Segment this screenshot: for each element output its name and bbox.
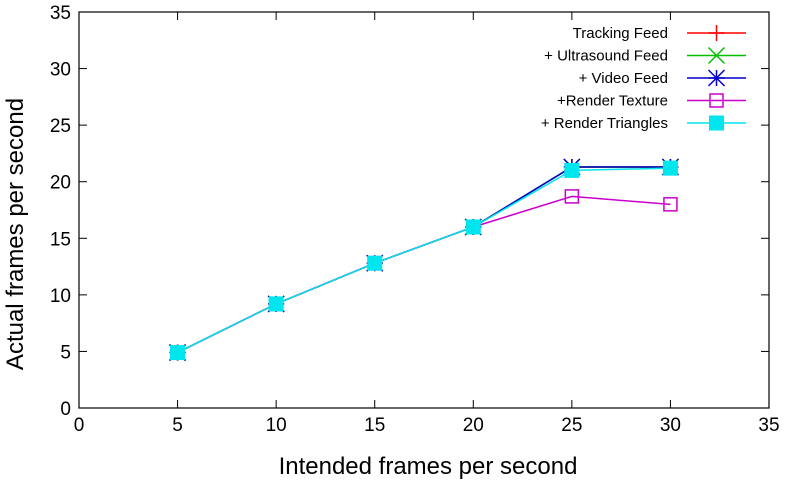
plus-marker bbox=[708, 25, 725, 41]
y-tick-label: 0 bbox=[60, 399, 71, 420]
series-video-feed bbox=[169, 158, 679, 362]
series-layer bbox=[169, 158, 679, 362]
plot-border bbox=[78, 11, 770, 409]
x-tick-label: 30 bbox=[660, 415, 681, 436]
plot-frame bbox=[78, 11, 770, 409]
y-tick-label: 5 bbox=[60, 342, 71, 363]
series-line bbox=[177, 195, 671, 354]
filled-square-marker bbox=[268, 296, 284, 312]
y-tick-label: 10 bbox=[50, 286, 71, 307]
legend-label: +Render Texture bbox=[557, 93, 668, 110]
filled-square-marker bbox=[367, 255, 383, 271]
series-line bbox=[177, 167, 671, 354]
x-tick-label: 15 bbox=[364, 415, 385, 436]
series-line bbox=[177, 166, 671, 354]
x-marker bbox=[707, 46, 726, 65]
open-square-marker bbox=[564, 189, 580, 204]
y-tick-label: 15 bbox=[50, 229, 71, 250]
y-axis-title: Actual frames per second bbox=[2, 98, 29, 370]
filled-square-marker bbox=[465, 219, 481, 235]
open-square-marker bbox=[663, 197, 678, 212]
star-marker bbox=[707, 69, 726, 87]
y-tick-label: 30 bbox=[50, 60, 71, 81]
legend-entry: + Render Triangles bbox=[541, 115, 746, 132]
y-tick-label: 35 bbox=[50, 3, 71, 24]
y-tick-label: 20 bbox=[50, 173, 71, 194]
x-tick-label: 10 bbox=[266, 415, 287, 436]
legend-label: + Video Feed bbox=[579, 70, 668, 87]
legend-entry: +Render Texture bbox=[557, 93, 746, 110]
open-square-marker bbox=[709, 93, 724, 108]
filled-square-marker bbox=[709, 115, 724, 131]
filled-square-marker bbox=[564, 162, 580, 178]
legend-entry: + Ultrasound Feed bbox=[544, 46, 746, 65]
series-render-triangles bbox=[170, 160, 678, 361]
x-tick-label: 0 bbox=[74, 415, 85, 436]
legend-entry: + Video Feed bbox=[579, 69, 746, 87]
x-tick-label: 5 bbox=[172, 415, 183, 436]
x-tick-label: 25 bbox=[561, 415, 582, 436]
filled-square-marker bbox=[662, 160, 678, 176]
x-axis-title: Intended frames per second bbox=[279, 453, 578, 480]
x-tick-label: 35 bbox=[758, 415, 779, 436]
y-tick-label: 25 bbox=[50, 116, 71, 137]
legend-label: + Ultrasound Feed bbox=[544, 48, 668, 65]
legend: Tracking Feed + Ultrasound Feed + Video Fe… bbox=[541, 25, 746, 132]
axis-ticks: 0 5 10 15 20 25 30 35 0 5 10 15 20 25 30 35 bbox=[50, 3, 780, 436]
series-ultrasound-feed bbox=[169, 158, 679, 362]
series-render-texture bbox=[170, 189, 678, 360]
series-line bbox=[177, 166, 671, 354]
filled-square-marker bbox=[170, 345, 186, 361]
x-tick-label: 20 bbox=[463, 415, 484, 436]
legend-entry: Tracking Feed bbox=[573, 25, 746, 42]
legend-label: Tracking Feed bbox=[573, 25, 668, 42]
legend-label: + Render Triangles bbox=[541, 115, 668, 132]
series-tracking-feed bbox=[169, 159, 679, 361]
series-line bbox=[177, 166, 671, 354]
